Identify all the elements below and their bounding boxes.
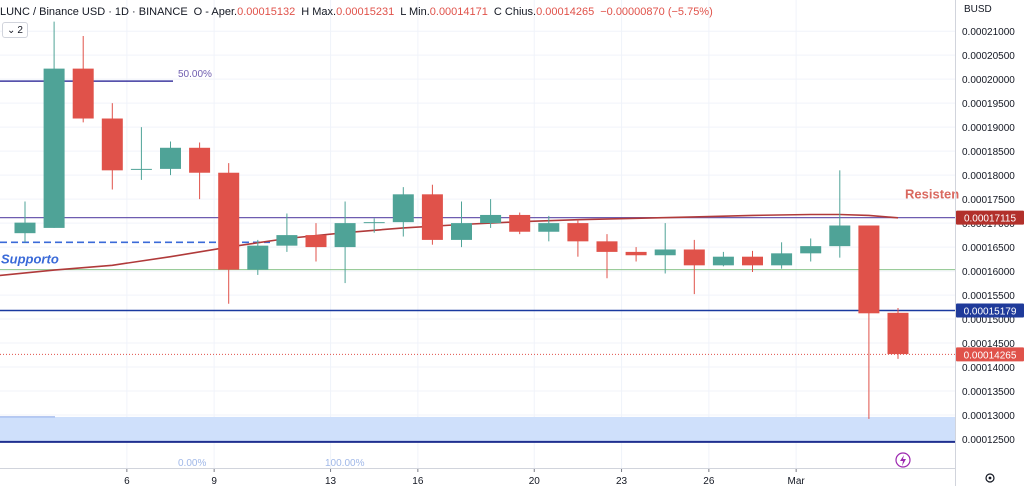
candle-body bbox=[742, 256, 763, 266]
candle-body bbox=[625, 251, 647, 256]
symbol-title[interactable]: LUNC / Binance USD · 1D · BINANCE bbox=[0, 6, 188, 18]
candle-body bbox=[596, 241, 618, 252]
x-tick-label: 13 bbox=[325, 476, 337, 486]
ohlc-close: C Chius.0.00014265 bbox=[493, 6, 595, 18]
time-axis[interactable]: b691316202326Mar bbox=[0, 468, 955, 487]
ohlc-low: L Min.0.00014171 bbox=[400, 6, 488, 18]
y-tick-label: 0.00017500 bbox=[962, 195, 1015, 206]
candle-body bbox=[538, 223, 560, 232]
candle-body bbox=[218, 172, 240, 270]
candle-body bbox=[887, 312, 909, 355]
x-tick-label: 20 bbox=[529, 476, 541, 486]
last-price-badge: 0.00014265 bbox=[964, 350, 1017, 361]
price-axis[interactable]: 0.00012500 0.00013000 0.00013500 0.00014000… bbox=[955, 0, 1016, 486]
last-price-badge-bg bbox=[956, 347, 1024, 362]
fib-level-label: 50.00% bbox=[178, 69, 212, 80]
candle-body bbox=[654, 249, 676, 256]
y-tick-label: 0.00015500 bbox=[962, 291, 1015, 302]
zone-rect bbox=[0, 416, 955, 442]
zone-top-label: 0.00% bbox=[178, 458, 206, 469]
candle-body bbox=[858, 225, 880, 314]
currency-label: BUSD bbox=[964, 4, 992, 15]
y-tick-label: 0.00015000 bbox=[962, 315, 1015, 326]
y-tick-label: 0.00019000 bbox=[962, 123, 1015, 134]
x-tick-label: 6 bbox=[124, 476, 130, 486]
zone-bottom-label: 100.00% bbox=[325, 458, 365, 469]
x-tick-label: 16 bbox=[412, 476, 424, 486]
indicators-collapse-button[interactable]: ⌄ 2 bbox=[2, 22, 28, 38]
candle-body bbox=[363, 222, 385, 224]
candle-body bbox=[567, 223, 589, 242]
indicator-count: 2 bbox=[17, 24, 23, 36]
y-tick-label: 0.00020500 bbox=[962, 51, 1015, 62]
grid-lines bbox=[0, 0, 955, 468]
support-price-badge-bg bbox=[956, 303, 1024, 318]
support-zone bbox=[0, 416, 955, 443]
x-tick-label: Mar bbox=[788, 476, 806, 486]
candle-body bbox=[130, 168, 152, 170]
y-tick-label: 0.00017000 bbox=[962, 219, 1015, 230]
y-tick-label: 0.00014500 bbox=[962, 339, 1015, 350]
chevron-down-icon: ⌄ bbox=[7, 24, 16, 36]
candle-body bbox=[334, 223, 356, 248]
horizontal-levels bbox=[0, 80, 955, 355]
y-tick-label: 0.00019500 bbox=[962, 99, 1015, 110]
y-tick-label: 0.00016000 bbox=[962, 267, 1015, 278]
price-badges: 0.00017115 0.00015179 0.00014265 bbox=[956, 210, 1024, 362]
candle-body bbox=[712, 256, 734, 266]
drawing-labels: 0.00% 100.00% 50.00% Supporto Resisten bbox=[1, 69, 959, 469]
candle-body bbox=[829, 225, 851, 247]
candle-body bbox=[43, 68, 65, 228]
y-tick-label: 0.00014000 bbox=[962, 363, 1015, 374]
x-tick-label: 23 bbox=[616, 476, 628, 486]
candle-body bbox=[276, 235, 298, 246]
resistance-text: Resisten bbox=[905, 187, 959, 202]
resistance-price-badge-bg bbox=[956, 210, 1024, 225]
y-tick-label: 0.00013000 bbox=[962, 411, 1015, 422]
gear-icon bbox=[985, 473, 995, 483]
candle-body bbox=[189, 147, 211, 173]
candle-body bbox=[101, 118, 123, 171]
y-tick-label: 0.00020000 bbox=[962, 75, 1015, 86]
symbol-legend: LUNC / Binance USD · 1D · BINANCE O - Ap… bbox=[0, 4, 713, 20]
candle-body bbox=[771, 253, 793, 266]
candle-body bbox=[480, 214, 502, 224]
y-tick-label: 0.00013500 bbox=[962, 387, 1015, 398]
y-tick-label: 0.00016500 bbox=[962, 243, 1015, 254]
support-price-badge: 0.00015179 bbox=[964, 306, 1017, 317]
gear-icon-center bbox=[988, 476, 992, 480]
chart-icons bbox=[895, 452, 995, 483]
candle-body bbox=[160, 147, 181, 169]
candles bbox=[14, 21, 909, 419]
support-text: Supporto bbox=[1, 251, 59, 266]
x-tick-label: 26 bbox=[703, 476, 715, 486]
y-tick-label: 0.00018500 bbox=[962, 147, 1015, 158]
y-tick-label: 0.00021000 bbox=[962, 27, 1015, 38]
candle-body bbox=[421, 194, 443, 240]
x-tick-label: 9 bbox=[211, 476, 217, 486]
candle-body bbox=[451, 223, 472, 240]
candle-body bbox=[305, 235, 327, 248]
candle-body bbox=[392, 194, 414, 223]
candle-body bbox=[72, 68, 94, 119]
candle-body bbox=[247, 245, 269, 270]
lightning-icon-glyph bbox=[900, 455, 906, 466]
ohlc-open: O - Aper.0.00015132 bbox=[193, 6, 296, 18]
ohlc-high: H Max.0.00015231 bbox=[301, 6, 395, 18]
candle-body bbox=[800, 246, 822, 254]
candle-body bbox=[14, 222, 36, 234]
price-change: −0.00000870 (−5.75%) bbox=[600, 6, 713, 18]
candle-body bbox=[683, 249, 705, 266]
y-tick-label: 0.00018000 bbox=[962, 171, 1015, 182]
candle-body bbox=[509, 214, 531, 232]
y-tick-label: 0.00012500 bbox=[962, 435, 1015, 446]
resistance-price-badge: 0.00017115 bbox=[964, 214, 1017, 225]
